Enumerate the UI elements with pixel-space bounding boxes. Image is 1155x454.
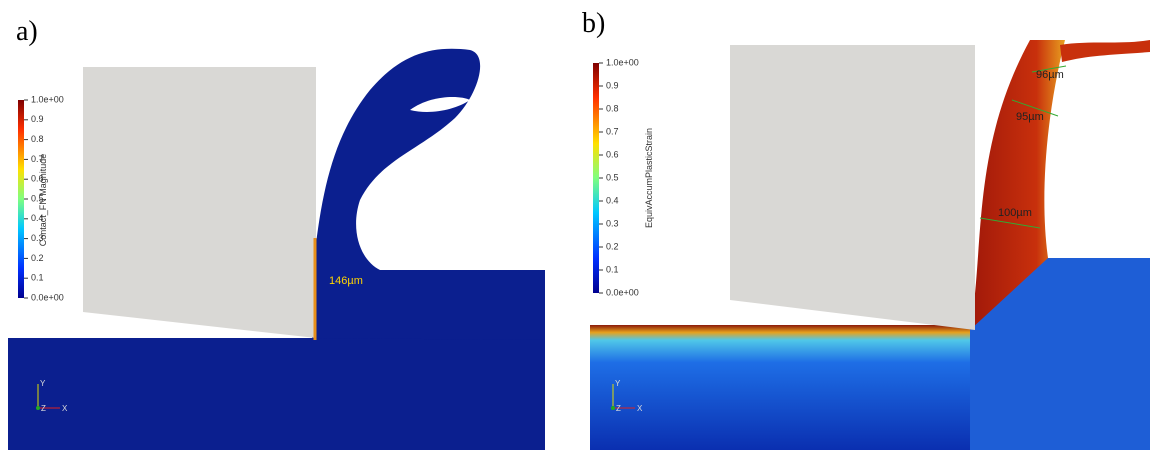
measure-line xyxy=(1031,65,1067,73)
axis-label: Y xyxy=(40,379,46,388)
measure-line xyxy=(979,217,1041,229)
chip xyxy=(970,40,1065,330)
workpiece-step xyxy=(312,270,545,340)
colorbar-tick-label: 0.8 xyxy=(31,134,44,144)
chip-gap xyxy=(410,97,470,112)
panel-b xyxy=(590,40,1150,450)
axis-z xyxy=(611,406,615,410)
chip xyxy=(312,48,481,280)
colorbar-tick-label: 0.6 xyxy=(31,174,44,184)
axis-label: X xyxy=(62,404,68,413)
colorbar-tick-label: 0.3 xyxy=(606,218,619,228)
colorbar-tick-label: 0.9 xyxy=(606,80,619,90)
colorbar-title: EquivAccumPlasticStrain xyxy=(644,128,654,228)
colorbar-tick-label: 0.8 xyxy=(606,103,619,113)
measure-line xyxy=(1011,99,1059,117)
labels: a) 1.0e+00 0.9 0.8 0.7 0.6 0.5 0.4 0.3 0.2 0.1 0.0e… xyxy=(16,8,1064,413)
colorbar-tick-label: 0.3 xyxy=(31,233,44,243)
axis-label: Z xyxy=(616,404,621,413)
colorbar xyxy=(18,100,24,298)
colorbar-tick-label: 0.6 xyxy=(606,149,619,159)
colorbar-tick-label: 1.0e+00 xyxy=(31,94,64,104)
tool xyxy=(83,67,316,338)
annotation: 95µm xyxy=(1016,111,1044,123)
tool xyxy=(730,45,975,330)
axis-z xyxy=(36,406,40,410)
axis-label: Y xyxy=(615,379,621,388)
colorbar-tick-label: 0.2 xyxy=(606,241,619,251)
colorbar-tick-label: 0.0e+00 xyxy=(31,292,64,302)
colorbar-tick-label: 0.0e+00 xyxy=(606,287,639,297)
axis-label: Z xyxy=(41,404,46,413)
panel-a xyxy=(8,48,545,450)
colorbar xyxy=(593,63,599,293)
chip-tip xyxy=(1060,40,1150,62)
colorbar-tick-label: 0.7 xyxy=(606,126,619,136)
axis-label: X xyxy=(637,404,643,413)
colorbar-tick-label: 0.7 xyxy=(31,154,44,164)
annotation: 146µm xyxy=(329,275,363,287)
panel-label: a) xyxy=(16,16,38,47)
annotation: 96µm xyxy=(1036,69,1064,81)
colorbar-tick-label: 0.1 xyxy=(606,264,619,274)
colorbar-tick-label: 0.4 xyxy=(606,195,619,205)
colorbar-tick-label: 0.5 xyxy=(606,172,619,182)
colorbar-tick-label: 0.9 xyxy=(31,114,44,124)
panel-label: b) xyxy=(582,8,605,39)
workpiece-step xyxy=(970,258,1150,450)
workpiece xyxy=(8,338,545,450)
colorbar-title: Contact_FN Magnitude xyxy=(38,154,48,247)
colorbar-tick-label: 0.2 xyxy=(31,253,44,263)
colorbar-tick-label: 1.0e+00 xyxy=(606,57,639,67)
colorbar-tick-label: 0.5 xyxy=(31,193,44,203)
colorbar-tick-label: 0.4 xyxy=(31,213,44,223)
annotation: 100µm xyxy=(998,207,1032,219)
colorbar-tick-label: 0.1 xyxy=(31,273,44,283)
